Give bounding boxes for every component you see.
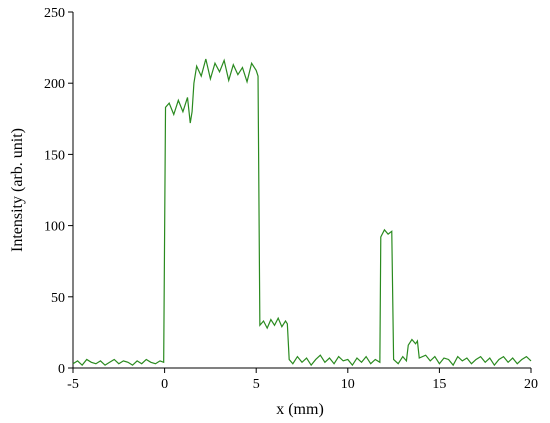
x-tick-label: 5 bbox=[253, 377, 260, 392]
y-tick-label: 150 bbox=[44, 148, 65, 163]
y-tick-label: 50 bbox=[51, 291, 65, 306]
y-tick-label: 0 bbox=[58, 362, 65, 377]
line bbox=[72, 58, 532, 367]
y-tick-label: 100 bbox=[44, 220, 65, 235]
x-tick-label: 20 bbox=[524, 377, 538, 392]
x-tick-label: -5 bbox=[67, 377, 79, 392]
y-tick-label: 250 bbox=[44, 6, 65, 21]
y-axis-label: Intensity (arb. unit) bbox=[9, 128, 26, 252]
x-axis-label: x (mm) bbox=[276, 401, 324, 418]
x-tick-label: 10 bbox=[341, 377, 355, 392]
y-tick-label: 200 bbox=[44, 77, 65, 92]
x-tick-label: 0 bbox=[161, 377, 168, 392]
x-tick-label: 15 bbox=[432, 377, 446, 392]
